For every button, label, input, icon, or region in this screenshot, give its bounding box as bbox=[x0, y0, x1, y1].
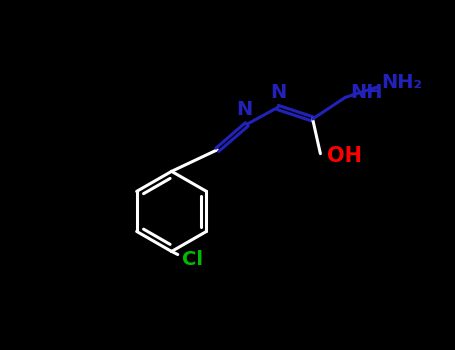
Text: N: N bbox=[270, 83, 287, 102]
Text: OH: OH bbox=[327, 146, 362, 166]
Text: Cl: Cl bbox=[182, 250, 203, 269]
Text: N: N bbox=[236, 100, 253, 119]
Text: NH₂: NH₂ bbox=[381, 72, 422, 92]
Text: NH: NH bbox=[350, 83, 382, 102]
